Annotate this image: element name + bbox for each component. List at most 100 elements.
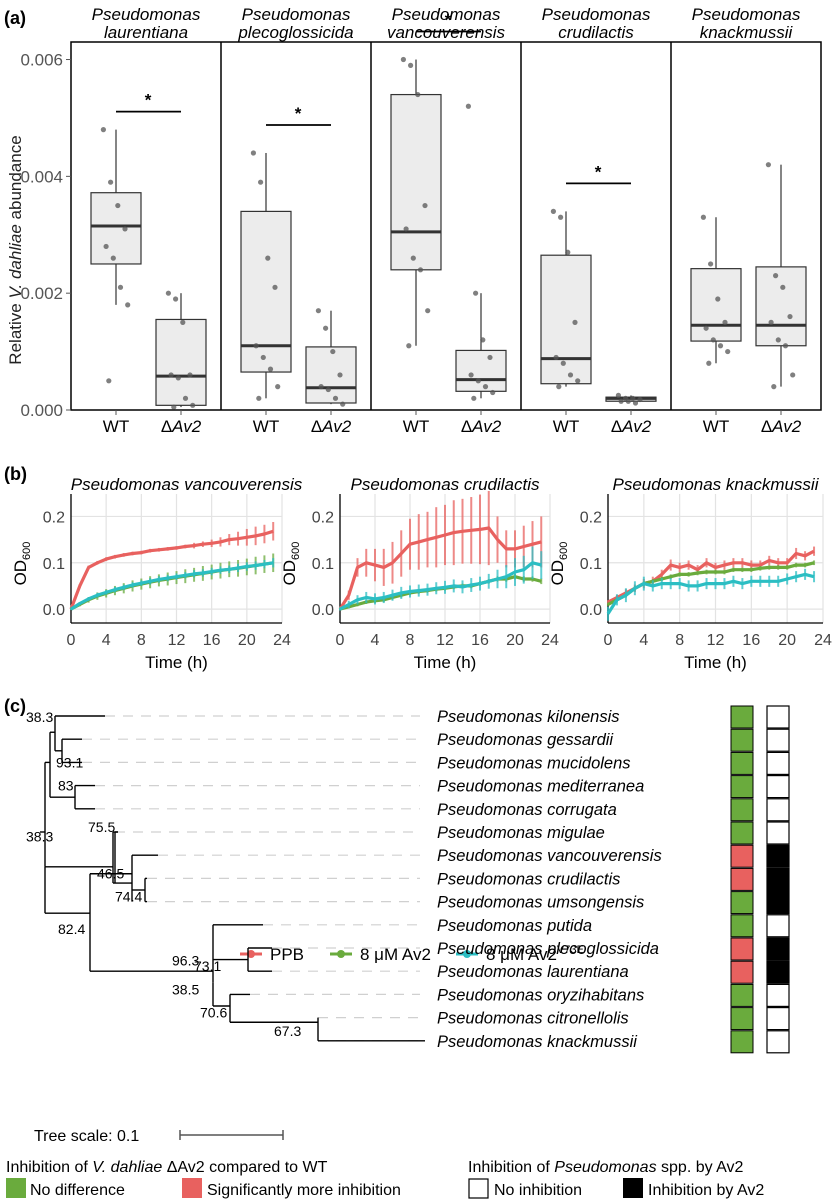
x-label-wt: WT (103, 417, 129, 436)
data-point (567, 372, 574, 378)
bootstrap-value: 38.5 (172, 981, 199, 997)
tree-scale-bar (179, 1130, 284, 1140)
x-tick-label: 12 (707, 632, 725, 649)
data-point (330, 348, 336, 355)
inhibition-square (766, 890, 790, 915)
box (390, 93, 442, 271)
facet-title-species: plecoglossicida (237, 23, 353, 42)
difference-square (730, 821, 754, 845)
bootstrap-value: 67.3 (274, 1023, 301, 1039)
series-line (339, 561, 542, 611)
inhibition-square (766, 705, 790, 729)
legend-no-difference-swatch (6, 1178, 26, 1198)
legend-left-title: Inhibition of V. dahliae ΔAv2 compared t… (6, 1159, 328, 1176)
data-point (471, 395, 477, 401)
data-point (337, 372, 343, 378)
difference-square (730, 844, 754, 868)
taxon-label: Pseudomonas migulae (437, 824, 605, 842)
difference-square (730, 1030, 754, 1054)
tree-scale-label: Tree scale: 0.1 (34, 1128, 139, 1145)
data-point (253, 343, 259, 349)
data-point (110, 255, 116, 261)
data-point (267, 366, 274, 372)
data-point (708, 261, 714, 267)
difference-square (730, 891, 754, 915)
facet-title: Pseudomonas crudilactis (351, 475, 540, 494)
data-point (560, 360, 566, 366)
data-point (700, 214, 707, 220)
taxon-label: Pseudomonas plecoglossicida (437, 940, 659, 958)
data-point (637, 396, 643, 403)
y-tick-label: 0.0 (312, 602, 334, 619)
series-line (69, 529, 274, 610)
difference-square (730, 960, 754, 984)
data-point (715, 296, 721, 302)
data-point (706, 360, 712, 366)
bootstrap-value: 73.1 (194, 958, 221, 974)
data-point (780, 284, 786, 290)
data-point (630, 395, 636, 401)
x-label-mutant: ΔAv2 (311, 417, 352, 436)
data-point (332, 395, 339, 401)
box (755, 266, 807, 347)
taxon-label: Pseudomonas umsongensis (437, 894, 644, 912)
data-point (403, 226, 409, 232)
x-tick-label: 4 (102, 632, 111, 649)
data-point (482, 384, 489, 390)
data-point (103, 243, 109, 250)
bootstrap-value: 38.3 (26, 709, 53, 725)
bootstrap-value: 93.1 (56, 754, 83, 770)
data-point (618, 398, 624, 404)
legend-av2-label: 8 μM Av2 (360, 945, 431, 964)
facet-title-species: crudilactis (558, 23, 634, 42)
data-point (117, 284, 124, 290)
data-point (615, 392, 622, 398)
data-point (465, 103, 471, 109)
data-point (773, 273, 779, 279)
y-tick-label: 0.0 (43, 602, 65, 619)
data-point (272, 284, 278, 290)
y-tick-label: 0.002 (20, 284, 63, 303)
data-point (565, 249, 571, 255)
panel-a-ylabel: Relative V. dahliae abundance (6, 135, 25, 364)
panel-a-letter: (a) (4, 8, 26, 28)
x-tick-label: 8 (675, 632, 684, 649)
data-point (100, 127, 106, 133)
data-point (765, 162, 772, 168)
data-point (115, 202, 121, 209)
x-label-wt: WT (553, 417, 579, 436)
data-point (415, 91, 421, 98)
data-point (108, 179, 114, 185)
facet-title-species: laurentiana (104, 23, 188, 42)
panel-a-boxplots: 0.0000.0020.0040.006Pseudomonaslaurentia… (20, 5, 822, 436)
box (455, 349, 507, 392)
inhibition-square (766, 774, 790, 799)
difference-square (730, 867, 754, 891)
facet-title-genus: Pseudomonas (242, 5, 351, 24)
data-point (250, 150, 256, 156)
data-point (315, 308, 321, 314)
facet-title-genus: Pseudomonas (392, 5, 501, 24)
legend-av2m-dot (463, 950, 471, 958)
panel-c-tree: Pseudomonas kilonensis Pseudomonas gessar… (26, 705, 790, 1054)
x-tick-label: 8 (406, 632, 415, 649)
series-line (339, 575, 542, 611)
difference-square (730, 983, 754, 1007)
y-tick-label: 0.1 (580, 556, 602, 573)
y-tick-label: 0.1 (43, 556, 65, 573)
bootstrap-value: 74.4 (115, 889, 142, 905)
data-point (318, 384, 324, 390)
data-point (175, 375, 181, 381)
inhibition-square (766, 960, 790, 984)
data-point (182, 395, 189, 401)
series-line (338, 526, 542, 610)
significance-star: * (445, 11, 452, 30)
data-point (122, 226, 128, 232)
box (240, 210, 292, 373)
data-point (187, 372, 193, 378)
inhibition-square (766, 844, 790, 868)
bootstrap-value: 82.4 (58, 921, 85, 937)
x-tick-label: 0 (604, 632, 613, 649)
data-point (325, 386, 331, 393)
taxon-label: Pseudomonas mucidolens (437, 754, 631, 772)
